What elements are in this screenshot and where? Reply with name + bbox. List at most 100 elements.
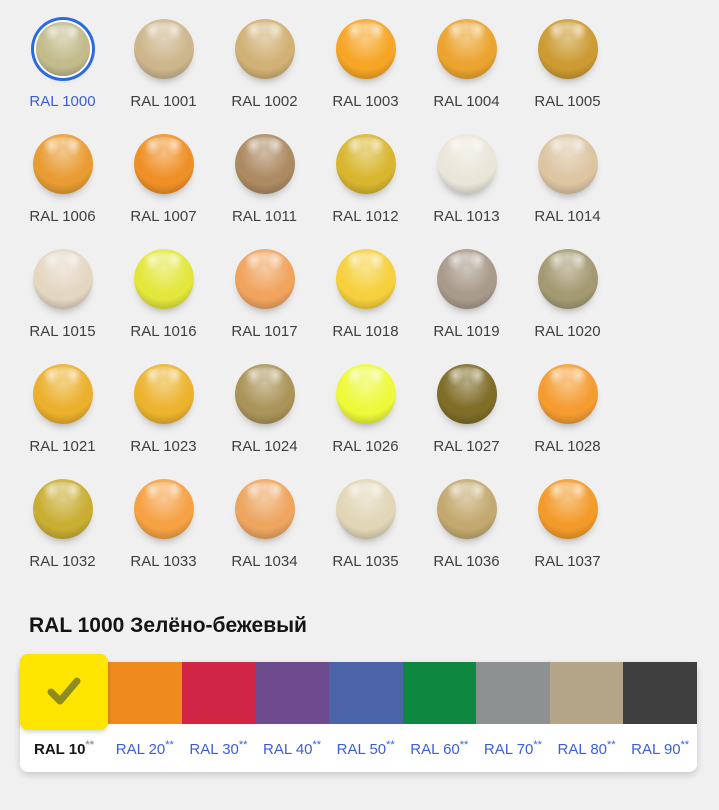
- ral-color-cell[interactable]: RAL 1035: [315, 475, 416, 590]
- ral-color-cell[interactable]: RAL 1027: [416, 360, 517, 475]
- series-tab[interactable]: RAL 80**: [550, 739, 624, 758]
- series-tab[interactable]: RAL 30**: [182, 739, 256, 758]
- sphere-wrap: [233, 477, 297, 541]
- ral-color-sphere: [32, 134, 93, 194]
- series-tab[interactable]: RAL 70**: [476, 739, 550, 758]
- series-swatch[interactable]: [108, 662, 182, 724]
- ral-color-sphere: [133, 134, 194, 194]
- series-swatch[interactable]: [20, 654, 108, 730]
- ral-color-cell[interactable]: RAL 1006: [12, 130, 113, 245]
- ral-color-sphere: [436, 249, 497, 309]
- series-tab-label: RAL 70: [483, 740, 534, 758]
- sphere-wrap: [334, 477, 398, 541]
- series-swatch[interactable]: [181, 662, 256, 724]
- series-tab[interactable]: RAL 50**: [329, 739, 403, 758]
- ral-color-cell[interactable]: RAL 1017: [214, 245, 315, 360]
- ral-code-label: RAL 1013: [433, 208, 500, 225]
- ral-code-label: RAL 1007: [130, 208, 197, 225]
- series-tab-row: RAL 10** RAL 20** RAL 30** RAL 40** RAL …: [20, 724, 697, 772]
- sphere-wrap: [132, 17, 196, 81]
- ral-color-cell[interactable]: RAL 1032: [12, 475, 113, 590]
- ral-color-sphere: [436, 134, 497, 194]
- ral-code-label: RAL 1027: [433, 438, 500, 455]
- series-swatch[interactable]: [623, 662, 697, 724]
- ral-color-cell[interactable]: RAL 1012: [315, 130, 416, 245]
- sphere-wrap: [132, 247, 196, 311]
- ral-color-cell[interactable]: RAL 1037: [517, 475, 618, 590]
- sphere-wrap: [435, 477, 499, 541]
- series-tab[interactable]: RAL 40**: [255, 739, 329, 758]
- series-tab-asterisks: **: [386, 738, 395, 751]
- ral-color-grid: RAL 1000 RAL 1001 RAL 1002 RAL 1003: [12, 15, 618, 590]
- series-tab[interactable]: RAL 60**: [403, 739, 477, 758]
- series-swatch[interactable]: [328, 662, 403, 724]
- ral-color-cell[interactable]: RAL 1021: [12, 360, 113, 475]
- ral-color-cell[interactable]: RAL 1019: [416, 245, 517, 360]
- ral-color-sphere: [35, 22, 90, 76]
- ral-color-cell[interactable]: RAL 1004: [416, 15, 517, 130]
- ral-color-sphere: [234, 134, 295, 194]
- ral-color-sphere: [335, 19, 396, 79]
- ral-color-sphere: [335, 364, 396, 424]
- ral-color-sphere: [335, 134, 396, 194]
- ral-color-cell[interactable]: RAL 1014: [517, 130, 618, 245]
- sphere-wrap: [132, 477, 196, 541]
- ral-code-label: RAL 1001: [130, 93, 197, 110]
- series-tab-asterisks: **: [607, 738, 616, 751]
- ral-color-cell[interactable]: RAL 1003: [315, 15, 416, 130]
- ral-color-cell[interactable]: RAL 1005: [517, 15, 618, 130]
- sphere-wrap: [536, 247, 600, 311]
- ral-code-label: RAL 1032: [29, 553, 96, 570]
- ral-color-cell[interactable]: RAL 1018: [315, 245, 416, 360]
- series-tab[interactable]: RAL 10**: [20, 739, 108, 758]
- series-tab-asterisks: **: [165, 738, 174, 751]
- sphere-wrap: [233, 362, 297, 426]
- ral-code-label: RAL 1002: [231, 93, 298, 110]
- ral-color-cell[interactable]: RAL 1024: [214, 360, 315, 475]
- sphere-wrap: [31, 362, 95, 426]
- sphere-wrap: [536, 477, 600, 541]
- ral-color-cell[interactable]: RAL 1016: [113, 245, 214, 360]
- ral-color-sphere: [436, 364, 497, 424]
- ral-color-cell[interactable]: RAL 1000: [12, 15, 113, 130]
- ral-color-cell[interactable]: RAL 1001: [113, 15, 214, 130]
- series-tab-label: RAL 30: [189, 740, 239, 758]
- ral-code-label: RAL 1016: [130, 323, 197, 340]
- ral-color-cell[interactable]: RAL 1036: [416, 475, 517, 590]
- ral-color-cell[interactable]: RAL 1020: [517, 245, 618, 360]
- series-swatch[interactable]: [255, 662, 329, 724]
- ral-color-cell[interactable]: RAL 1026: [315, 360, 416, 475]
- series-tab-label: RAL 20: [115, 740, 166, 758]
- ral-color-cell[interactable]: RAL 1002: [214, 15, 315, 130]
- series-tab-asterisks: **: [459, 738, 469, 751]
- series-tab[interactable]: RAL 20**: [108, 739, 182, 758]
- ral-color-cell[interactable]: RAL 1028: [517, 360, 618, 475]
- series-tab-label: RAL 90: [631, 740, 681, 758]
- ral-color-cell[interactable]: RAL 1023: [113, 360, 214, 475]
- sphere-wrap: [31, 17, 95, 81]
- ral-code-label: RAL 1005: [534, 93, 601, 110]
- series-swatch[interactable]: [476, 662, 550, 724]
- series-swatch[interactable]: [549, 662, 624, 724]
- ral-color-cell[interactable]: RAL 1015: [12, 245, 113, 360]
- ral-color-sphere: [32, 249, 93, 309]
- series-tab-asterisks: **: [238, 738, 248, 751]
- ral-color-sphere: [133, 249, 194, 309]
- ral-code-label: RAL 1020: [534, 323, 601, 340]
- ral-color-cell[interactable]: RAL 1011: [214, 130, 315, 245]
- series-swatch[interactable]: [402, 662, 477, 724]
- series-tab[interactable]: RAL 90**: [623, 739, 697, 758]
- series-tab-label: RAL 40: [263, 740, 313, 758]
- ral-color-cell[interactable]: RAL 1034: [214, 475, 315, 590]
- sphere-wrap: [31, 132, 95, 196]
- check-icon: [47, 677, 81, 705]
- ral-color-sphere: [133, 364, 194, 424]
- sphere-wrap: [233, 247, 297, 311]
- series-tab-label: RAL 80: [557, 740, 608, 758]
- ral-color-cell[interactable]: RAL 1007: [113, 130, 214, 245]
- ral-color-cell[interactable]: RAL 1013: [416, 130, 517, 245]
- sphere-wrap: [31, 247, 95, 311]
- ral-color-cell[interactable]: RAL 1033: [113, 475, 214, 590]
- sphere-wrap: [334, 17, 398, 81]
- ral-color-sphere: [32, 364, 93, 424]
